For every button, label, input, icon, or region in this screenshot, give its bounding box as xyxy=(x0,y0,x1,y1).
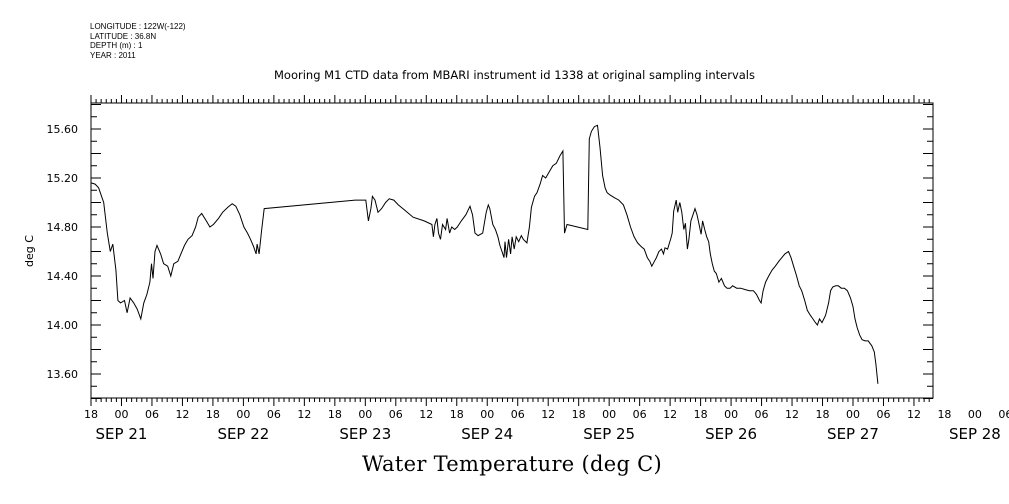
x-hour-label: 12 xyxy=(297,408,311,421)
x-hour-label: 06 xyxy=(876,408,890,421)
x-hour-label: 12 xyxy=(175,408,189,421)
x-hour-label: 00 xyxy=(114,408,128,421)
x-hour-label: 18 xyxy=(572,408,586,421)
y-tick-label: 15.20 xyxy=(47,172,79,185)
x-hour-label: 06 xyxy=(389,408,403,421)
series-line xyxy=(90,124,879,384)
x-hour-label: 12 xyxy=(785,408,799,421)
y-tick-label: 15.60 xyxy=(47,123,79,136)
x-hour-label: 18 xyxy=(694,408,708,421)
x-day-label: SEP 28 xyxy=(949,425,1001,443)
series-group xyxy=(90,124,879,384)
y-axis: 13.60 14.00 14.40 14.80 15.20 15.60 xyxy=(47,104,933,399)
depth-label: DEPTH (m) : 1 xyxy=(90,41,143,50)
x-hour-label: 00 xyxy=(602,408,616,421)
x-hour-label: 06 xyxy=(633,408,647,421)
chart-title: Mooring M1 CTD data from MBARI instrumen… xyxy=(274,68,755,82)
x-hour-label: 18 xyxy=(328,408,342,421)
x-day-label: SEP 27 xyxy=(827,425,879,443)
x-hour-label: 18 xyxy=(206,408,220,421)
x-hour-label: 18 xyxy=(450,408,464,421)
x-hour-label: 12 xyxy=(419,408,433,421)
y-tick-label: 14.40 xyxy=(47,270,79,283)
x-hour-label: 06 xyxy=(511,408,525,421)
x-day-label: SEP 23 xyxy=(339,425,391,443)
metadata-block: LONGITUDE : 122W(-122) LATITUDE : 36.8N … xyxy=(90,22,186,60)
x-hour-label: 18 xyxy=(937,408,951,421)
plot-frame xyxy=(90,102,934,399)
x-axis: 18 00 06 12 18 00 06 12 18 00 06 12 18 00 06 12 18 00 06 12… xyxy=(84,95,1009,443)
x-hour-label: 06 xyxy=(755,408,769,421)
x-hour-label: 12 xyxy=(663,408,677,421)
year-label: YEAR : 2011 xyxy=(90,50,136,60)
x-hour-label: 00 xyxy=(968,408,982,421)
x-day-label: SEP 26 xyxy=(705,425,757,443)
y-tick-label: 14.00 xyxy=(47,319,79,332)
y-tick-label: 14.80 xyxy=(47,221,79,234)
x-hour-label: 06 xyxy=(145,408,159,421)
x-hour-label: 06 xyxy=(267,408,281,421)
latitude-label: LATITUDE : 36.8N xyxy=(90,31,157,41)
y-tick-label: 13.60 xyxy=(47,368,79,381)
x-hour-label: 00 xyxy=(236,408,250,421)
x-day-label: SEP 24 xyxy=(461,425,513,443)
x-day-label: SEP 25 xyxy=(583,425,635,443)
x-hour-label: 12 xyxy=(907,408,921,421)
x-hour-label: 00 xyxy=(480,408,494,421)
y-axis-label: deg C xyxy=(23,235,36,267)
x-hour-label: 18 xyxy=(816,408,830,421)
x-day-label: SEP 21 xyxy=(96,425,148,443)
longitude-label: LONGITUDE : 122W(-122) xyxy=(90,22,186,31)
x-axis-title: Water Temperature (deg C) xyxy=(361,452,663,476)
x-hour-label: 00 xyxy=(846,408,860,421)
x-day-label: SEP 22 xyxy=(217,425,269,443)
x-hour-label: 00 xyxy=(358,408,372,421)
x-hour-label: 12 xyxy=(541,408,555,421)
x-hour-label: 00 xyxy=(724,408,738,421)
x-hour-label: 18 xyxy=(84,408,98,421)
x-hour-label: 06 xyxy=(998,408,1009,421)
